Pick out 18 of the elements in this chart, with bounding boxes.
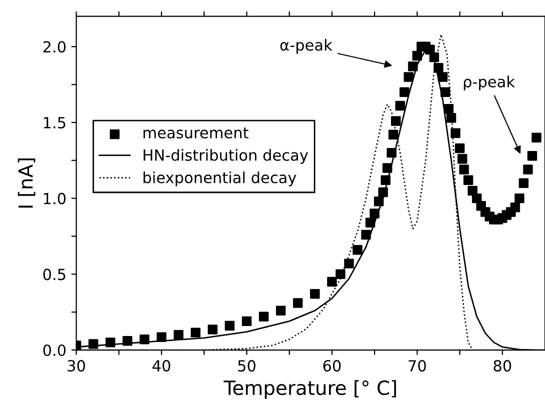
x-tick-label: 70 [408, 360, 426, 372]
y-tick-label: 1.0 [44, 192, 66, 204]
x-tick-label: 80 [494, 360, 512, 372]
y-tick-label: 0.5 [43, 268, 66, 280]
y-tick-label: 2.0 [43, 41, 66, 53]
y-tick-label: 1.5 [44, 117, 66, 128]
legend-label: biexponential decay [144, 171, 296, 186]
y-axis-title: I [nA] [18, 158, 36, 208]
x-tick-label: 60 [323, 360, 341, 372]
legend-label: measurement [144, 128, 248, 138]
legend-label: HN-distribution decay [144, 149, 308, 164]
x-tick-label: 40 [152, 360, 170, 372]
x-axis-title: Temperature [° C] [224, 380, 396, 399]
x-tick-label: 30 [68, 360, 86, 372]
annotation: α-peak [280, 38, 332, 54]
y-tick-label: 0.0 [43, 344, 66, 356]
annotation: ρ-peak [464, 76, 515, 90]
x-tick-label: 50 [238, 360, 256, 372]
